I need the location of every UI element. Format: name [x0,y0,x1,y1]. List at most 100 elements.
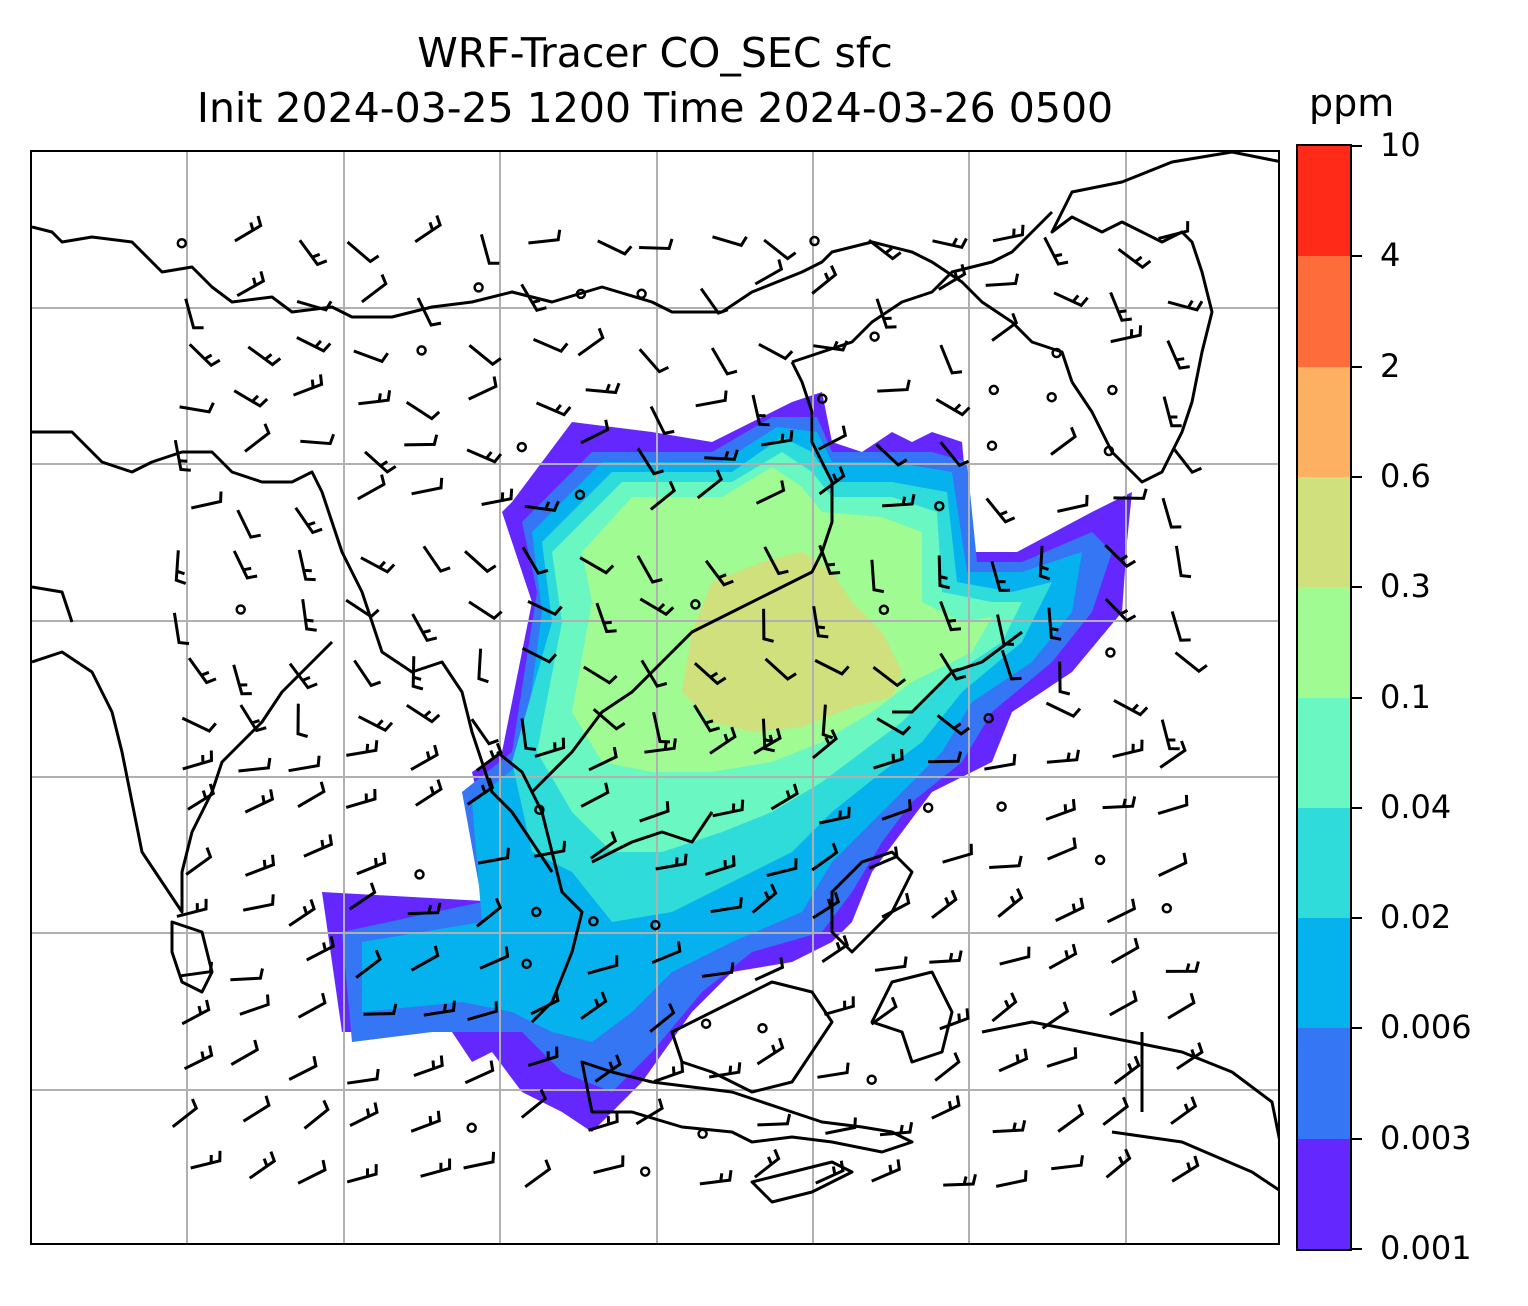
wind-barb [939,652,967,681]
wind-barb [870,996,898,1026]
wind-barb [812,729,838,760]
wind-barb [712,799,745,818]
wind-barb [990,561,1011,592]
wind-barb [1038,545,1051,581]
wind-barb [190,1150,222,1170]
wind-barb [704,449,739,461]
wind-barb [532,338,569,354]
chart-title: WRF-Tracer CO_SEC sfc [417,29,893,77]
colorbar-segment [1298,366,1350,477]
wind-barb [821,935,849,963]
calm-wind-marker [1094,854,1106,866]
wind-barb [1047,837,1077,861]
wind-barb [414,779,443,807]
wind-barb [296,299,333,312]
wind-barb [180,961,214,978]
wind-barb [935,398,971,417]
wind-barb [580,991,608,1020]
wind-barb [1046,1047,1078,1068]
calm-wind-marker [534,804,545,815]
colorbar-tick [1352,586,1362,589]
wind-barb [188,343,221,368]
wind-barb [303,834,334,858]
wind-barb [991,992,1018,1023]
wind-barb [712,235,748,248]
calm-wind-marker [531,906,542,918]
colorbar-segment [1298,145,1350,257]
wind-barb [410,744,439,771]
wind-barb [817,1062,850,1079]
wind-barb [181,716,217,733]
wind-barb [754,259,784,286]
wind-barb [1000,649,1022,681]
wind-barb [812,605,829,639]
wind-barb [520,283,547,313]
wind-barb [288,662,318,690]
wind-barb [1109,291,1132,322]
colorbar-unit: ppm [1309,81,1395,125]
wind-barb [346,740,379,757]
wind-barb [936,714,970,736]
wind-barb [1104,544,1137,569]
wind-barb [595,602,617,634]
wind-barb [242,1095,271,1123]
wind-barb [640,659,668,688]
wind-barb [524,500,560,513]
colorbar-tick [1352,1137,1362,1140]
wind-barb [709,726,737,755]
wind-barb [763,546,789,576]
wind-barb [704,559,734,587]
gridlines [32,152,1278,1243]
wind-barb [292,374,324,397]
wind-barb [597,239,633,256]
wind-barb [931,889,958,919]
colorbar-tick-label: 0.6 [1380,456,1431,495]
wind-barb [931,1095,961,1120]
wind-barb [303,1099,330,1130]
wind-barb [651,941,682,964]
wind-barb [1113,699,1149,717]
wind-barb [181,999,211,1026]
colorbar-tick [1352,255,1362,258]
wind-barb [174,550,187,585]
calm-wind-marker [700,1018,712,1029]
wind-barb [995,1170,1028,1188]
wind-barb [477,648,489,684]
wind-barb [992,224,1025,243]
wind-barb [989,855,1023,869]
wind-barb [297,1159,327,1185]
wind-barb [823,996,855,1016]
wind-barb [521,546,549,575]
coastlines [32,152,1278,1204]
wind-barb [353,659,382,688]
calm-wind-marker [869,331,880,342]
wind-barb [811,842,839,872]
calm-wind-marker [1105,647,1116,658]
wind-barb [638,348,670,374]
wind-barb [405,400,441,421]
wind-barb [693,704,721,733]
wind-barb [984,753,1017,771]
wind-barb [363,1003,398,1016]
wind-barb [592,708,626,731]
calm-wind-marker [235,604,246,615]
calm-wind-marker [996,801,1007,812]
wind-barb [296,703,309,738]
wind-barb [932,237,968,250]
wind-barb [877,379,911,393]
wind-barb [704,855,736,876]
wind-barb [467,1001,498,1022]
calm-wind-marker [575,288,587,300]
wind-barb [882,493,916,508]
colorbar-tick [1352,806,1362,809]
wind-barb [766,858,798,877]
wind-barb [868,239,902,261]
wind-barb [815,1160,845,1185]
calm-wind-marker [1103,445,1115,457]
wind-barb [580,782,610,808]
calm-wind-marker [817,393,828,405]
wind-barb [1167,992,1196,1020]
wind-barb [301,598,317,632]
wind-barb [761,430,794,447]
wind-barb [306,936,336,962]
